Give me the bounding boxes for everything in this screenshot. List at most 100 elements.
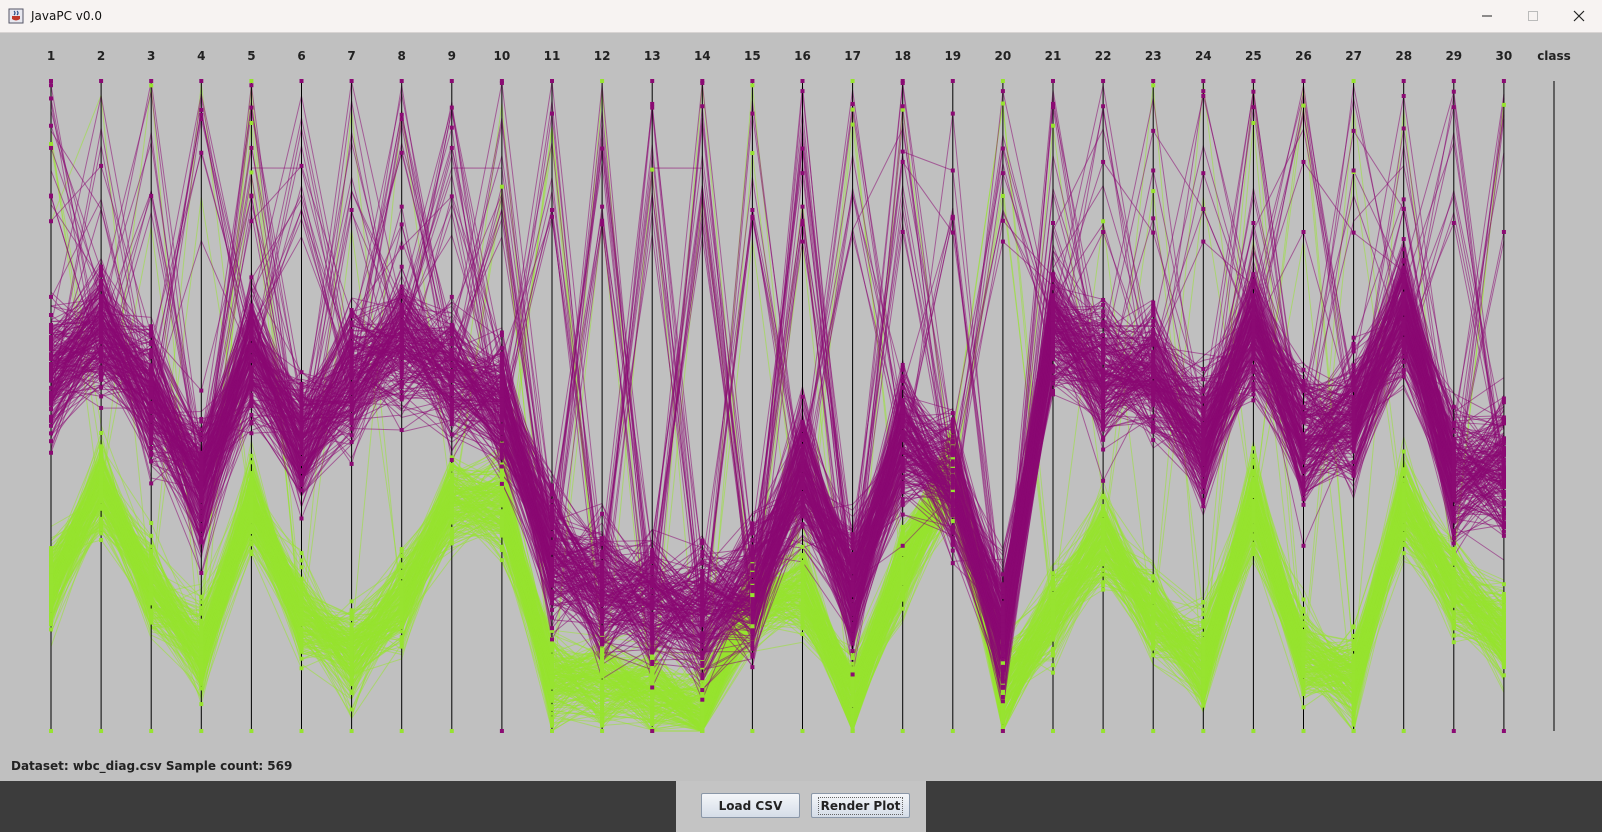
data-point bbox=[399, 329, 404, 334]
data-point bbox=[1401, 207, 1406, 212]
data-point bbox=[1401, 374, 1406, 379]
data-point bbox=[700, 612, 705, 617]
data-point bbox=[349, 369, 354, 374]
data-point bbox=[199, 517, 204, 522]
data-point bbox=[399, 222, 404, 227]
data-point bbox=[1451, 512, 1456, 517]
data-point bbox=[800, 575, 805, 580]
axis-min-marker bbox=[249, 729, 254, 733]
axis-min-marker bbox=[99, 729, 104, 733]
data-point bbox=[1501, 400, 1506, 405]
data-point bbox=[650, 547, 655, 552]
data-point bbox=[1000, 639, 1005, 644]
render-plot-button[interactable]: Render Plot bbox=[811, 793, 910, 818]
data-point bbox=[650, 722, 655, 727]
data-point bbox=[149, 365, 154, 370]
data-point bbox=[49, 83, 53, 88]
close-button[interactable] bbox=[1556, 0, 1602, 32]
data-point bbox=[750, 522, 755, 527]
data-point bbox=[199, 611, 204, 616]
data-point bbox=[1451, 516, 1456, 521]
data-point bbox=[600, 664, 605, 669]
data-point bbox=[700, 658, 705, 663]
load-csv-button[interactable]: Load CSV bbox=[701, 793, 800, 818]
data-point bbox=[349, 320, 354, 325]
data-point bbox=[99, 517, 104, 522]
data-point bbox=[1251, 481, 1256, 486]
data-point bbox=[199, 638, 204, 643]
data-point bbox=[249, 506, 254, 511]
data-point bbox=[550, 525, 554, 530]
data-point bbox=[950, 548, 955, 553]
data-point bbox=[550, 716, 554, 721]
minimize-button[interactable] bbox=[1464, 0, 1510, 32]
data-point bbox=[600, 568, 605, 573]
data-point bbox=[800, 464, 805, 469]
data-point bbox=[1401, 265, 1406, 270]
data-point bbox=[550, 521, 554, 526]
data-point bbox=[1301, 609, 1306, 614]
data-point bbox=[49, 621, 53, 626]
data-point bbox=[1451, 566, 1456, 571]
data-point bbox=[1301, 404, 1306, 409]
axis-label-29: 29 bbox=[1445, 49, 1462, 63]
data-point bbox=[900, 398, 905, 403]
data-point bbox=[1501, 604, 1506, 609]
data-point bbox=[149, 533, 154, 538]
data-point bbox=[199, 484, 204, 489]
data-point bbox=[1151, 341, 1156, 346]
data-point bbox=[349, 397, 354, 402]
data-point bbox=[650, 685, 655, 690]
data-point bbox=[1000, 627, 1005, 632]
data-point bbox=[950, 168, 955, 173]
data-point bbox=[950, 519, 955, 524]
data-point bbox=[550, 666, 554, 671]
data-point bbox=[299, 414, 304, 419]
data-point bbox=[600, 603, 605, 608]
data-point bbox=[399, 333, 404, 338]
data-point bbox=[850, 555, 855, 560]
data-point bbox=[499, 384, 504, 389]
data-point bbox=[349, 599, 354, 604]
data-point bbox=[1251, 543, 1256, 548]
data-point bbox=[700, 663, 705, 668]
data-point bbox=[1051, 321, 1055, 326]
data-point bbox=[850, 558, 855, 563]
maximize-button[interactable] bbox=[1510, 0, 1556, 32]
data-point bbox=[1301, 417, 1306, 422]
data-point bbox=[1301, 456, 1306, 461]
data-point bbox=[149, 404, 154, 409]
data-point bbox=[399, 294, 404, 299]
data-point bbox=[1501, 516, 1506, 521]
data-point bbox=[1101, 399, 1106, 404]
data-point bbox=[900, 229, 905, 234]
data-point bbox=[750, 554, 755, 559]
data-point bbox=[349, 654, 354, 659]
data-point bbox=[1051, 612, 1055, 617]
data-point bbox=[1201, 377, 1206, 382]
data-point bbox=[149, 588, 154, 593]
data-point bbox=[800, 615, 805, 620]
data-point bbox=[1301, 460, 1306, 465]
data-point bbox=[1301, 653, 1306, 658]
data-point bbox=[800, 448, 805, 453]
data-point bbox=[1151, 330, 1156, 335]
data-point bbox=[1051, 670, 1055, 675]
data-point bbox=[199, 570, 204, 575]
data-point bbox=[1000, 600, 1005, 605]
data-point bbox=[449, 384, 454, 389]
data-point bbox=[449, 535, 454, 540]
data-point bbox=[1451, 459, 1456, 464]
data-point bbox=[449, 105, 454, 110]
data-point bbox=[850, 565, 855, 570]
data-point bbox=[349, 357, 354, 362]
data-point bbox=[600, 582, 605, 587]
data-point bbox=[299, 469, 304, 474]
data-point bbox=[249, 453, 254, 458]
data-point bbox=[1151, 313, 1156, 318]
data-point bbox=[449, 322, 454, 327]
data-point bbox=[1201, 399, 1206, 404]
axis-min-marker bbox=[850, 729, 855, 733]
data-point bbox=[399, 245, 404, 250]
data-point bbox=[1351, 470, 1356, 475]
